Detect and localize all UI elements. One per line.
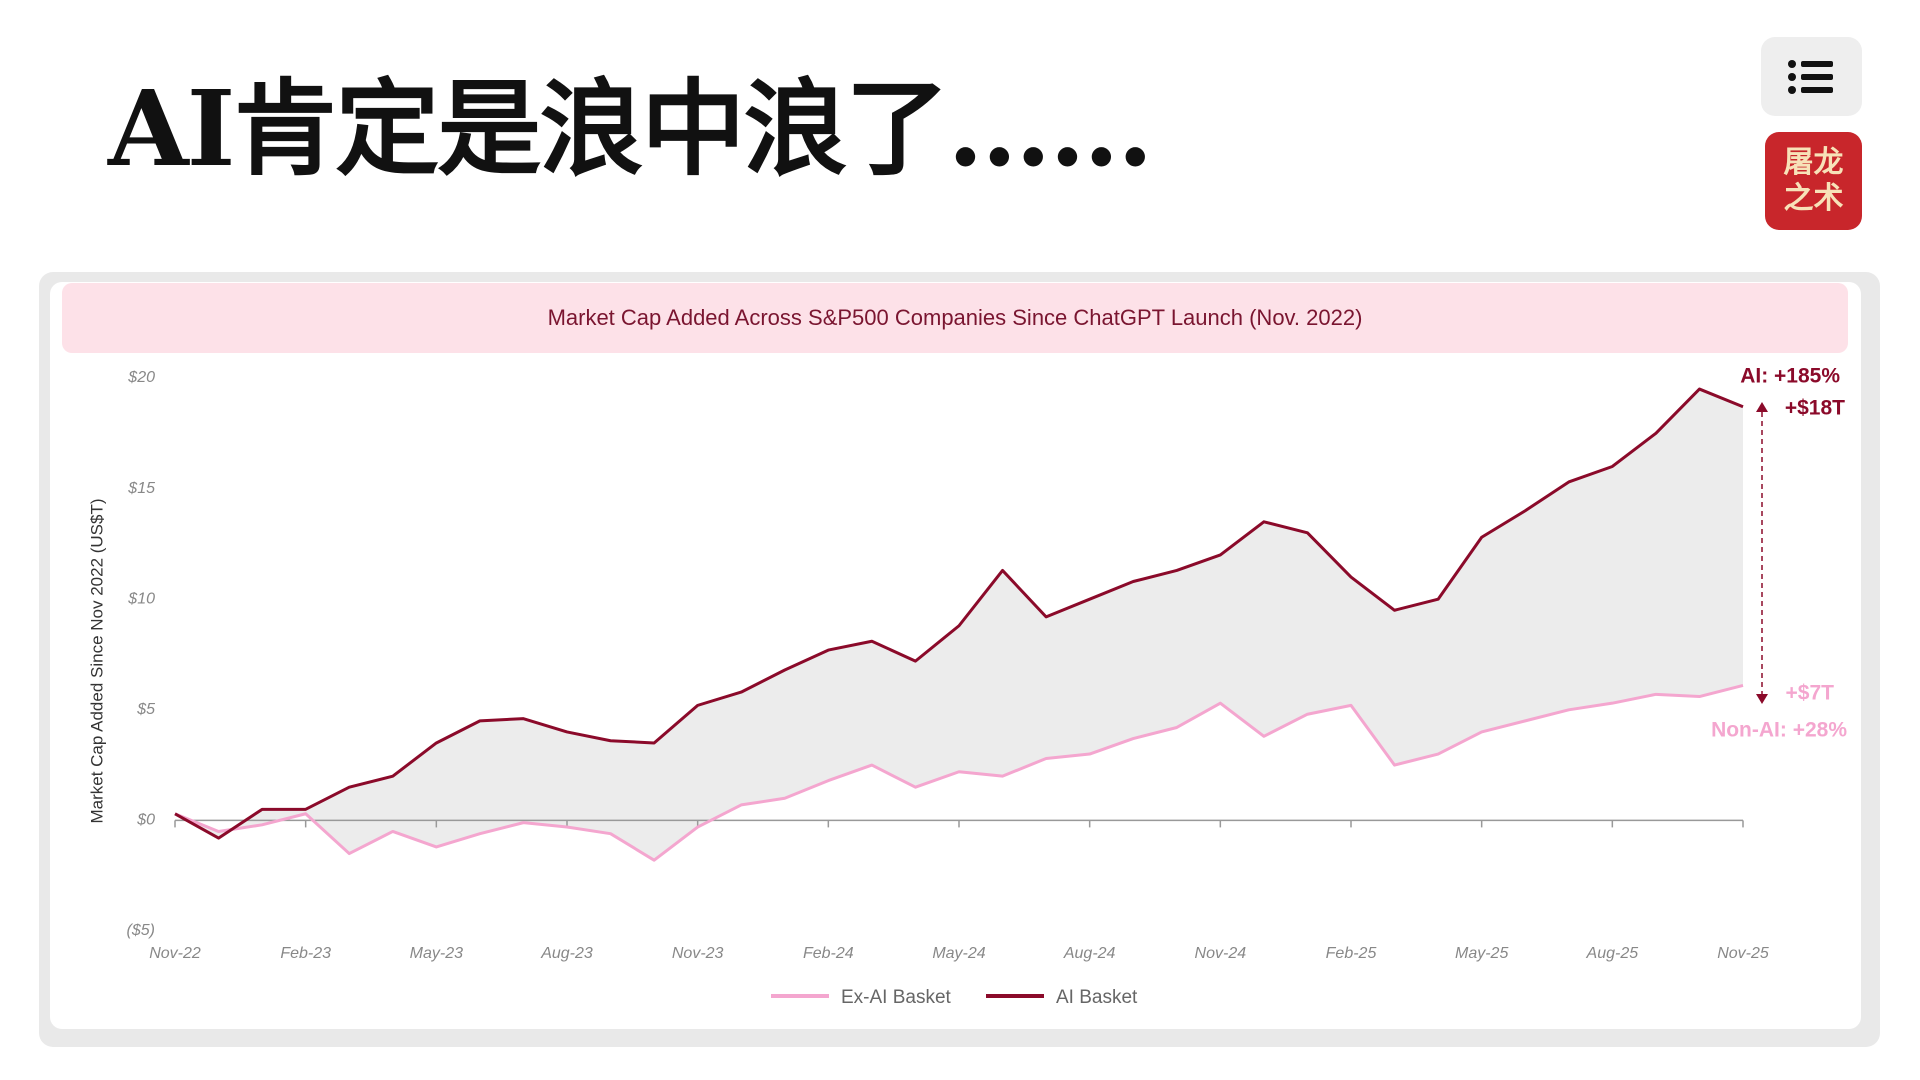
series-line [174,684,1744,862]
x-tick-label: Nov-24 [1195,945,1247,962]
annotation: +$7T [1786,682,1835,705]
series-line [174,387,1744,840]
logo[interactable]: 屠龙之术 [1765,132,1862,230]
x-tick-label: Aug-24 [1063,945,1116,962]
y-axis-label: Market Cap Added Since Nov 2022 (US$T) [87,498,106,823]
gap-area [175,389,1743,861]
x-tick-label: Nov-25 [1717,945,1769,962]
title-band [62,283,1848,353]
x-tick-label: May-25 [1455,945,1508,962]
annotation: +$18T [1785,397,1845,420]
menu-button[interactable] [1761,37,1862,116]
x-tick-label: Nov-22 [149,945,201,962]
y-tick-label: $5 [136,701,155,718]
x-tick-label: May-23 [410,945,463,962]
x-tick-label: Feb-23 [280,945,331,962]
arrow-head [1756,402,1768,412]
legend-label: AI Basket [1056,987,1138,1008]
arrow-head [1756,694,1768,704]
x-tick-label: Feb-25 [1326,945,1377,962]
menu-icon [1788,60,1833,94]
y-tick-label: $10 [127,590,155,607]
logo-text: 屠龙之术 [1783,145,1844,216]
annotation: AI: +185% [1740,365,1840,388]
page-title: AI肯定是浪中浪了…… [108,67,1153,190]
legend-label: Ex-AI Basket [841,987,952,1008]
annotation: Non-AI: +28% [1711,719,1847,742]
x-tick-label: May-24 [932,945,985,962]
x-tick-label: Feb-24 [803,945,854,962]
x-tick-label: Nov-23 [672,945,724,962]
y-tick-label: $20 [127,369,155,386]
x-tick-label: Aug-25 [1586,945,1639,962]
x-tick-label: Aug-23 [540,945,593,962]
chart-title: Market Cap Added Across S&P500 Companies… [548,305,1363,330]
y-tick-label: $15 [127,480,155,497]
y-tick-label: $0 [136,812,155,829]
y-tick-label: ($5) [127,922,155,939]
